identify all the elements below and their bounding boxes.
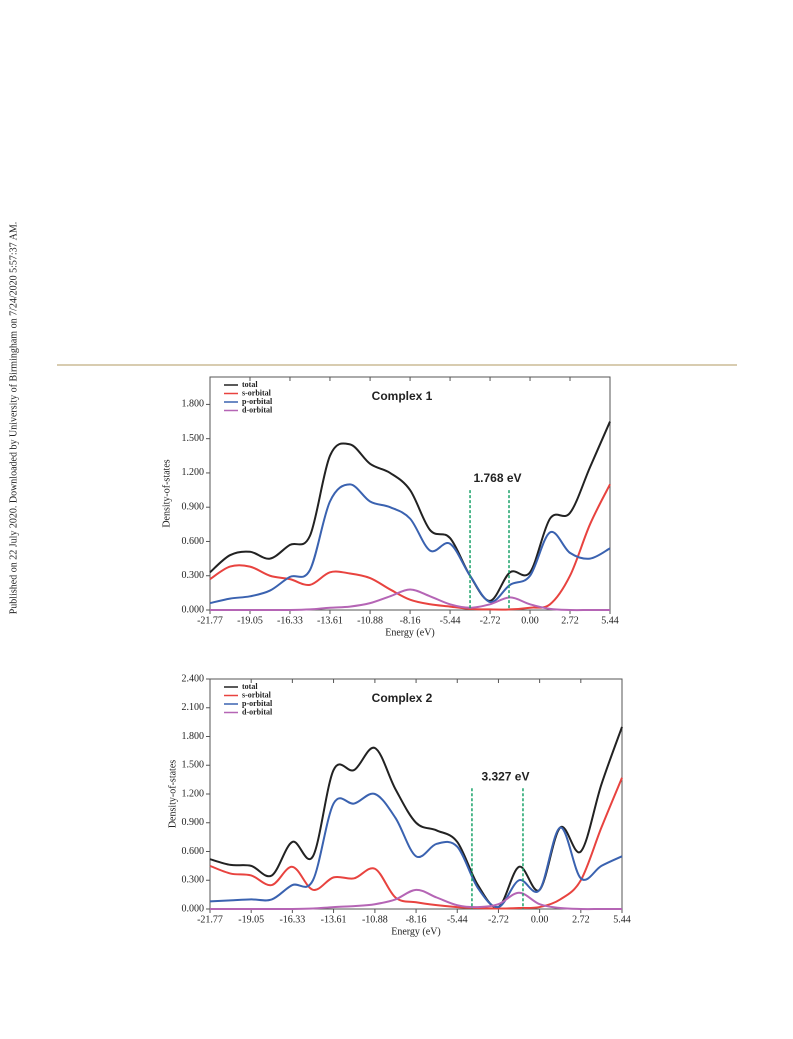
- gap-label: 3.327 eV: [481, 769, 529, 783]
- series-line: [209, 792, 623, 909]
- y-tick-label: 0.600: [182, 846, 205, 857]
- x-tick-label: -5.44: [440, 615, 461, 626]
- y-tick-label: 1.200: [182, 467, 205, 478]
- legend-label: p-orbital: [242, 699, 273, 708]
- legend-label: total: [242, 682, 258, 691]
- legend-label: d-orbital: [242, 707, 273, 716]
- chart-title: Complex 2: [372, 691, 433, 705]
- x-tick-label: 0.00: [521, 615, 539, 626]
- y-tick-label: 0.300: [182, 570, 205, 581]
- y-axis-label: Density-of-states: [161, 459, 172, 527]
- legend-label: s-orbital: [242, 388, 272, 397]
- x-tick-label: -13.61: [321, 914, 347, 925]
- x-tick-label: -21.77: [197, 914, 223, 925]
- x-axis-label: Energy (eV): [385, 627, 435, 638]
- series-line: [209, 726, 623, 909]
- x-axis-label: Energy (eV): [391, 926, 441, 937]
- y-tick-label: 1.500: [182, 760, 205, 771]
- x-tick-label: 0.00: [531, 914, 549, 925]
- x-tick-label: 2.72: [572, 914, 590, 925]
- x-tick-label: -2.72: [488, 914, 509, 925]
- series-line: [209, 421, 611, 602]
- legend-label: s-orbital: [242, 690, 272, 699]
- y-tick-label: 0.000: [182, 604, 205, 615]
- y-tick-label: 2.400: [182, 673, 205, 684]
- y-tick-label: 1.500: [182, 433, 205, 444]
- x-tick-label: -16.33: [279, 914, 305, 925]
- y-tick-label: 0.300: [182, 875, 205, 886]
- legend-label: d-orbital: [242, 405, 273, 414]
- y-tick-label: 0.600: [182, 536, 205, 547]
- x-tick-label: -21.77: [197, 615, 223, 626]
- x-tick-label: -8.16: [400, 615, 421, 626]
- y-tick-label: 0.000: [182, 903, 205, 914]
- x-tick-label: -13.61: [317, 615, 343, 626]
- chart-title: Complex 1: [372, 389, 433, 403]
- x-tick-label: -2.72: [480, 615, 501, 626]
- x-tick-label: -19.05: [238, 914, 264, 925]
- side-note: Published on 22 July 2020. Downloaded by…: [8, 222, 19, 615]
- x-tick-label: 5.44: [601, 615, 619, 626]
- y-tick-label: 0.900: [182, 502, 205, 513]
- x-tick-label: -19.05: [237, 615, 263, 626]
- series-line: [209, 777, 623, 910]
- x-tick-label: 5.44: [613, 914, 631, 925]
- x-tick-label: -8.16: [406, 914, 427, 925]
- series-line: [210, 588, 610, 612]
- series-line: [209, 888, 622, 911]
- y-tick-label: 0.900: [182, 817, 205, 828]
- x-tick-label: -10.88: [362, 914, 388, 925]
- y-axis-label: Density-of-states: [167, 760, 178, 828]
- y-tick-label: 1.800: [182, 731, 205, 742]
- x-tick-label: -10.88: [357, 615, 383, 626]
- y-tick-label: 1.200: [182, 788, 205, 799]
- gap-label: 1.768 eV: [474, 471, 522, 485]
- series-line: [209, 483, 611, 605]
- x-tick-label: -5.44: [447, 914, 468, 925]
- x-tick-label: 2.72: [561, 615, 579, 626]
- y-tick-label: 1.800: [182, 399, 205, 410]
- y-tick-label: 2.100: [182, 702, 205, 713]
- x-tick-label: -16.33: [277, 615, 303, 626]
- legend-label: total: [242, 380, 258, 389]
- legend-label: p-orbital: [242, 397, 273, 406]
